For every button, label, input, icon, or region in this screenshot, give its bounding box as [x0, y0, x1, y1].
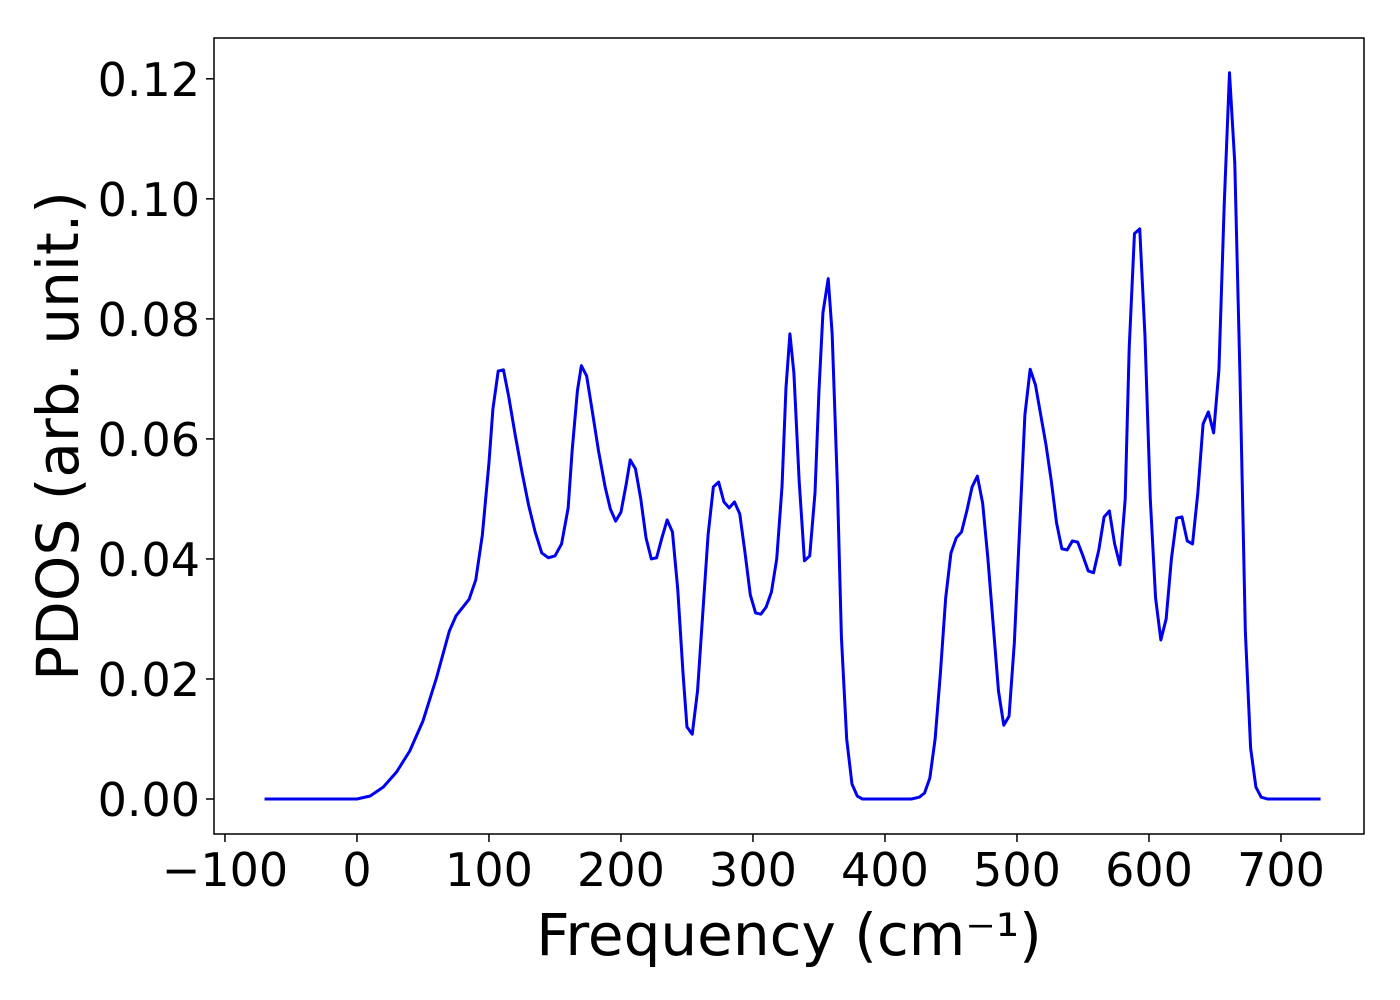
data-line	[264, 71, 1321, 801]
y-tick-label: 0.06	[98, 413, 200, 467]
x-tick-label: −100	[162, 843, 288, 897]
y-tick-label: 0.04	[98, 533, 200, 587]
x-tick-label: 100	[445, 843, 533, 897]
y-tick-label: 0.12	[98, 53, 200, 107]
x-tick-label: 400	[841, 843, 929, 897]
y-tick-label: 0.10	[98, 173, 200, 227]
y-tick-label: 0.02	[98, 653, 200, 707]
y-axis-label: PDOS (arb. unit.)	[24, 191, 92, 681]
y-tick-label: 0.08	[98, 293, 200, 347]
x-tick-label: 0	[342, 843, 371, 897]
x-axis-label: Frequency (cm⁻¹)	[536, 901, 1042, 969]
x-tick-label: 700	[1237, 843, 1325, 897]
x-tick-label: 300	[709, 843, 797, 897]
x-tick-label: 200	[577, 843, 665, 897]
x-tick-label: 600	[1105, 843, 1193, 897]
plot-frame	[213, 37, 1365, 835]
x-tick-label: 500	[973, 843, 1061, 897]
y-tick-label: 0.00	[98, 773, 200, 827]
